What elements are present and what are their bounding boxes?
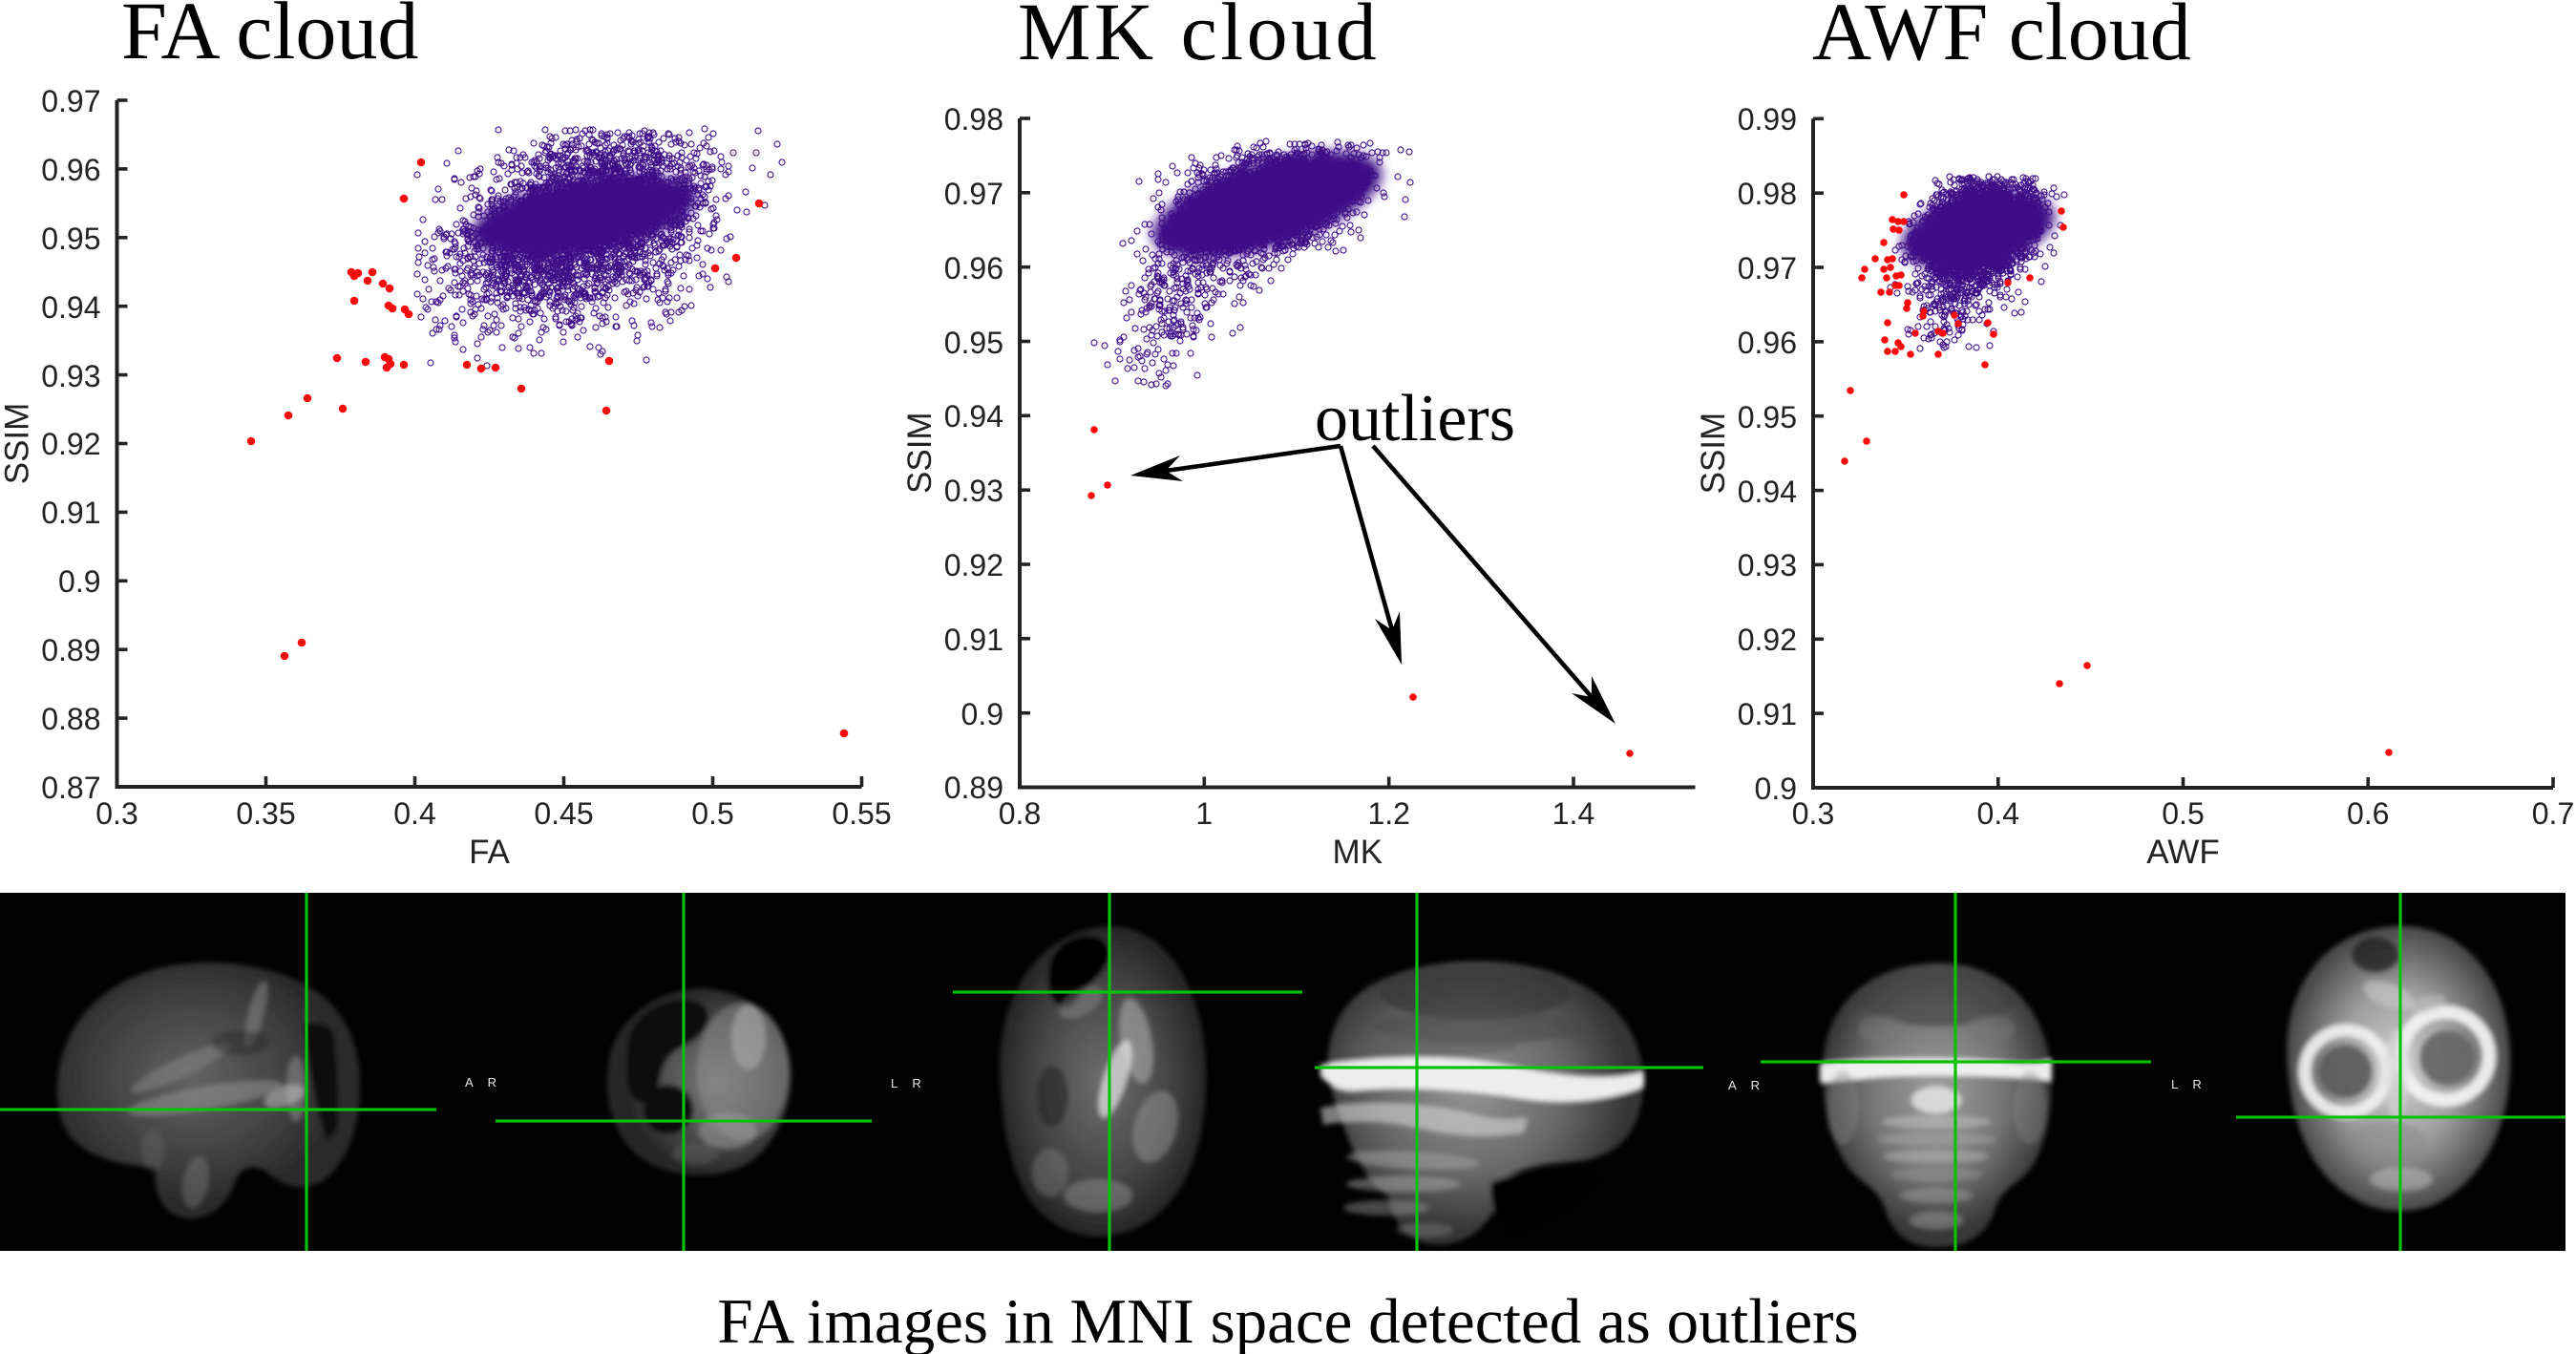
svg-text:0.98: 0.98: [944, 102, 1003, 137]
svg-text:SSIM: SSIM: [0, 403, 36, 485]
svg-text:MK: MK: [1333, 834, 1383, 871]
svg-text:0.93: 0.93: [944, 474, 1003, 508]
svg-text:0.97: 0.97: [41, 84, 100, 118]
svg-text:0.95: 0.95: [944, 326, 1003, 360]
svg-text:0.95: 0.95: [41, 222, 100, 256]
svg-text:AWF cloud: AWF cloud: [1812, 0, 2191, 77]
svg-text:0.3: 0.3: [1792, 796, 1834, 831]
svg-text:0.9: 0.9: [1755, 772, 1797, 806]
svg-text:0.97: 0.97: [1738, 251, 1797, 286]
svg-text:0.45: 0.45: [534, 796, 593, 831]
svg-text:1.2: 1.2: [1367, 796, 1409, 831]
svg-text:0.92: 0.92: [944, 548, 1003, 582]
svg-text:0.7: 0.7: [2532, 796, 2574, 831]
svg-text:0.88: 0.88: [41, 702, 100, 736]
svg-text:0.93: 0.93: [41, 359, 100, 393]
svg-text:0.94: 0.94: [41, 290, 100, 325]
svg-text:AWF: AWF: [2146, 834, 2219, 871]
svg-text:0.97: 0.97: [944, 177, 1003, 211]
svg-text:0.94: 0.94: [944, 399, 1003, 434]
svg-text:0.5: 0.5: [691, 796, 733, 831]
svg-text:SSIM: SSIM: [901, 412, 939, 494]
svg-text:0.35: 0.35: [236, 796, 295, 831]
svg-text:0.4: 0.4: [1977, 796, 2019, 831]
svg-text:0.8: 0.8: [999, 796, 1041, 831]
svg-text:0.99: 0.99: [1738, 102, 1797, 137]
svg-text:0.91: 0.91: [41, 496, 100, 530]
svg-text:0.3: 0.3: [95, 796, 137, 831]
svg-text:0.92: 0.92: [1738, 623, 1797, 657]
svg-text:FA cloud: FA cloud: [121, 0, 418, 76]
svg-text:0.96: 0.96: [944, 251, 1003, 286]
svg-text:0.55: 0.55: [832, 796, 891, 831]
svg-text:0.89: 0.89: [41, 633, 100, 667]
svg-text:FA: FA: [469, 834, 510, 871]
svg-text:1.4: 1.4: [1552, 796, 1594, 831]
svg-text:0.94: 0.94: [1738, 475, 1797, 509]
svg-text:0.96: 0.96: [41, 153, 100, 187]
svg-text:0.95: 0.95: [1738, 400, 1797, 434]
svg-text:0.91: 0.91: [944, 623, 1003, 657]
svg-text:0.98: 0.98: [1738, 177, 1797, 211]
svg-text:0.93: 0.93: [1738, 548, 1797, 582]
svg-text:1: 1: [1195, 796, 1213, 831]
svg-text:0.4: 0.4: [393, 796, 435, 831]
svg-text:0.9: 0.9: [961, 697, 1003, 731]
svg-text:SSIM: SSIM: [1695, 413, 1732, 495]
svg-text:0.9: 0.9: [58, 564, 100, 599]
svg-text:0.5: 0.5: [2162, 796, 2204, 831]
svg-text:0.91: 0.91: [1738, 697, 1797, 731]
svg-text:MK cloud: MK cloud: [1018, 0, 1380, 77]
svg-text:0.92: 0.92: [41, 427, 100, 461]
svg-text:0.89: 0.89: [944, 771, 1003, 805]
svg-text:0.96: 0.96: [1738, 326, 1797, 360]
svg-text:0.87: 0.87: [41, 771, 100, 805]
svg-text:0.6: 0.6: [2347, 796, 2389, 831]
